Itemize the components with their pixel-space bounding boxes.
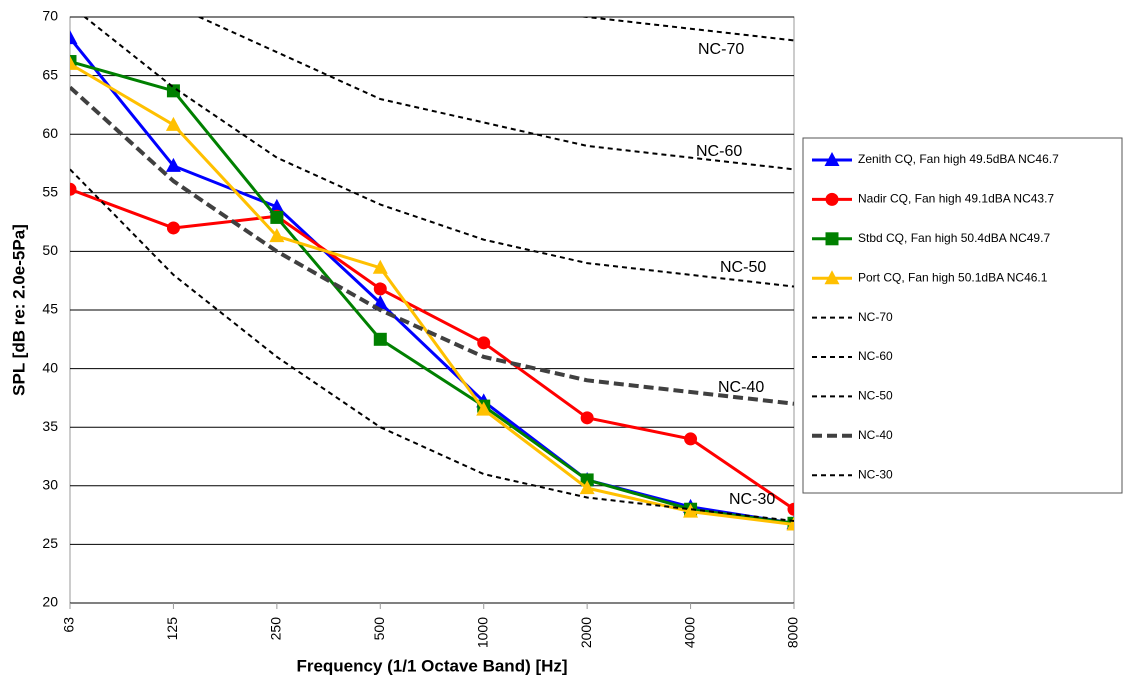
series-line bbox=[196, 17, 794, 171]
curve-label: NC-40 bbox=[718, 379, 764, 396]
legend-label: Port CQ, Fan high 50.1dBA NC46.1 bbox=[858, 270, 1048, 284]
curve-label: NC-30 bbox=[729, 491, 775, 508]
marker bbox=[580, 473, 594, 487]
legend-label: NC-30 bbox=[858, 467, 893, 481]
marker bbox=[579, 480, 595, 495]
curve-label: NC-50 bbox=[720, 259, 766, 276]
x-tick-label: 8000 bbox=[785, 617, 801, 648]
y-tick-label: 35 bbox=[42, 418, 58, 434]
y-tick-label: 25 bbox=[42, 535, 58, 551]
legend-label: Zenith CQ, Fan high 49.5dBA NC46.7 bbox=[858, 152, 1059, 166]
marker bbox=[683, 503, 699, 518]
series-line bbox=[578, 17, 794, 42]
marker bbox=[373, 332, 387, 346]
series-line bbox=[70, 85, 794, 406]
legend bbox=[802, 137, 1123, 494]
marker bbox=[824, 152, 840, 166]
marker bbox=[70, 55, 78, 70]
series-line bbox=[70, 168, 794, 522]
marker bbox=[825, 232, 839, 246]
marker bbox=[824, 270, 840, 285]
marker bbox=[70, 55, 77, 69]
x-tick-label: 500 bbox=[371, 617, 387, 641]
series-line bbox=[83, 17, 794, 288]
x-tick-label: 250 bbox=[268, 617, 284, 641]
marker bbox=[270, 210, 284, 224]
marker bbox=[165, 157, 181, 172]
marker bbox=[372, 259, 388, 274]
legend-label: NC-50 bbox=[858, 389, 893, 403]
x-tick-label: 1000 bbox=[474, 617, 490, 648]
marker bbox=[787, 502, 794, 516]
x-tick-label: 2000 bbox=[578, 617, 594, 648]
x-tick-label: 125 bbox=[164, 617, 180, 641]
marker bbox=[70, 30, 78, 45]
marker bbox=[165, 116, 181, 131]
y-tick-label: 50 bbox=[42, 242, 58, 258]
y-axis-title: SPL [dB re: 2.0e-5Pa] bbox=[9, 224, 28, 396]
y-tick-label: 40 bbox=[42, 359, 58, 375]
x-axis-title: Frequency (1/1 Octave Band) [Hz] bbox=[296, 656, 567, 675]
marker bbox=[477, 336, 491, 350]
legend-label: Stbd CQ, Fan high 50.4dBA NC49.7 bbox=[858, 231, 1050, 245]
x-tick-label: 4000 bbox=[681, 617, 697, 648]
y-tick-label: 65 bbox=[42, 66, 58, 82]
curve-label: NC-70 bbox=[698, 41, 744, 58]
legend-label: NC-60 bbox=[858, 349, 893, 363]
marker bbox=[269, 228, 285, 243]
y-tick-label: 30 bbox=[42, 477, 58, 493]
y-tick-label: 45 bbox=[42, 301, 58, 317]
marker bbox=[372, 294, 388, 309]
y-tick-label: 20 bbox=[42, 594, 58, 610]
series-line bbox=[70, 60, 794, 525]
x-tick-label: 63 bbox=[61, 617, 77, 633]
legend-label: NC-70 bbox=[858, 310, 893, 324]
marker bbox=[580, 411, 594, 425]
y-tick-label: 55 bbox=[42, 184, 58, 200]
marker bbox=[70, 182, 77, 196]
series-line bbox=[70, 187, 794, 511]
marker bbox=[476, 401, 492, 416]
marker bbox=[373, 282, 387, 296]
marker bbox=[269, 198, 285, 213]
series-line bbox=[70, 37, 794, 525]
y-tick-label: 60 bbox=[42, 125, 58, 141]
marker bbox=[684, 432, 698, 446]
marker bbox=[166, 84, 180, 98]
y-tick-label: 70 bbox=[42, 8, 58, 24]
legend-label: Nadir CQ, Fan high 49.1dBA NC43.7 bbox=[858, 192, 1054, 206]
curve-label: NC-60 bbox=[696, 143, 742, 160]
marker bbox=[825, 192, 839, 206]
marker bbox=[166, 221, 180, 235]
legend-label: NC-40 bbox=[858, 428, 893, 442]
